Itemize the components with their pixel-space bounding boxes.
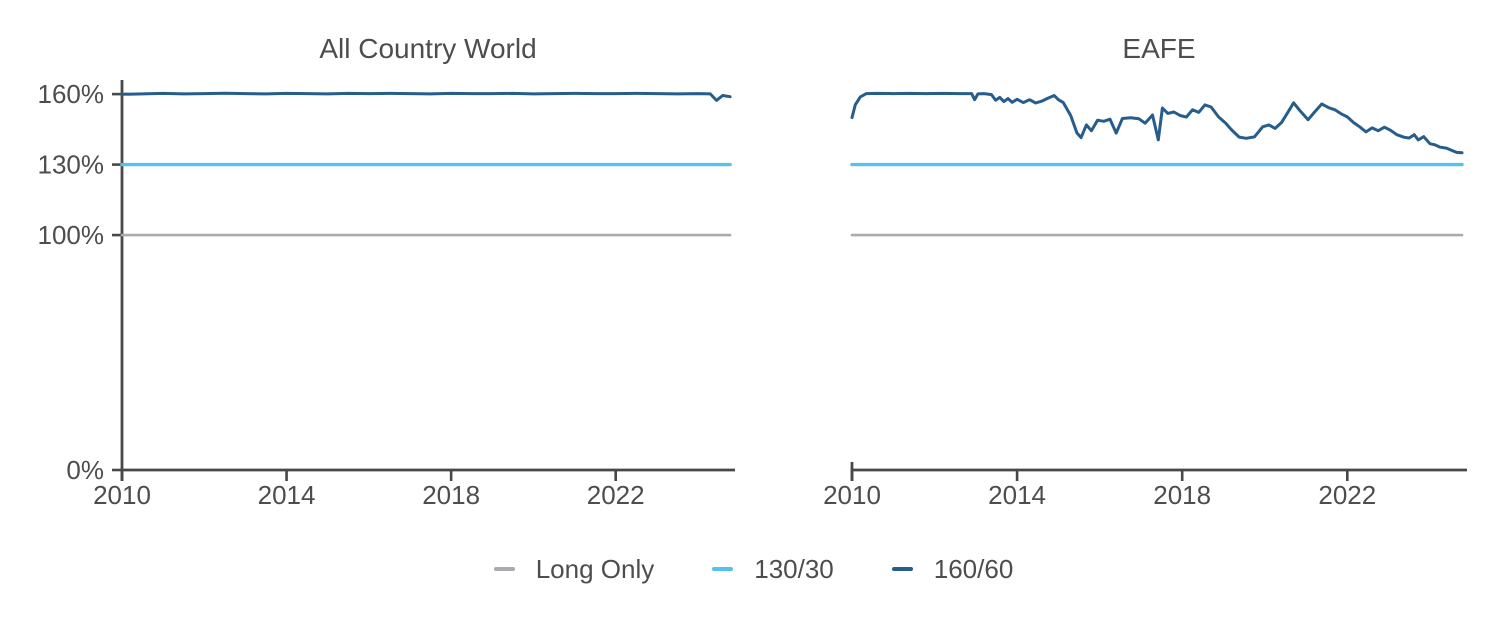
- y-tick-label: 160%: [38, 79, 105, 109]
- x-tick-label: 2022: [1318, 480, 1376, 510]
- x-tick-label: 2010: [93, 480, 151, 510]
- legend-label-long-only: Long Only: [535, 554, 655, 584]
- y-tick-label: 100%: [38, 220, 105, 250]
- y-tick-label: 0%: [66, 455, 104, 485]
- x-tick-label: 2018: [422, 480, 480, 510]
- legend-item-160-60: 160/60: [891, 554, 1014, 584]
- legend-item-130-30: 130/30: [712, 556, 834, 582]
- chart-all-country-world: All Country World 2010 2014 2018 2022 0% 100% 1…: [38, 33, 735, 510]
- legend-swatch-long-only-icon: [493, 567, 515, 571]
- legend-swatch-130-30-icon: [712, 567, 734, 571]
- x-tick-label: 2022: [587, 480, 645, 510]
- legend: Long Only 130/30 160/60: [0, 549, 1507, 589]
- legend-item-long-only: Long Only: [493, 554, 655, 584]
- x-tick-label: 2018: [1153, 480, 1211, 510]
- y-tick-label: 130%: [38, 150, 105, 180]
- legend-label-130-30: 130/30: [754, 554, 834, 584]
- legend-swatch-160-60-icon: [891, 567, 913, 571]
- legend-label-160-60: 160/60: [933, 554, 1014, 584]
- chart-title: All Country World: [319, 33, 536, 64]
- chart-eafe: EAFE 2010 2014 2018 2022: [823, 33, 1467, 510]
- series-line-160-60: [120, 91, 732, 102]
- series-line-160-60: [850, 91, 1464, 155]
- dual-line-charts: All Country World 2010 2014 2018 2022 0% 100% 1…: [38, 33, 1467, 510]
- x-tick-label: 2010: [823, 480, 881, 510]
- x-tick-label: 2014: [258, 480, 316, 510]
- x-tick-label: 2014: [988, 480, 1046, 510]
- chart-title: EAFE: [1122, 33, 1195, 64]
